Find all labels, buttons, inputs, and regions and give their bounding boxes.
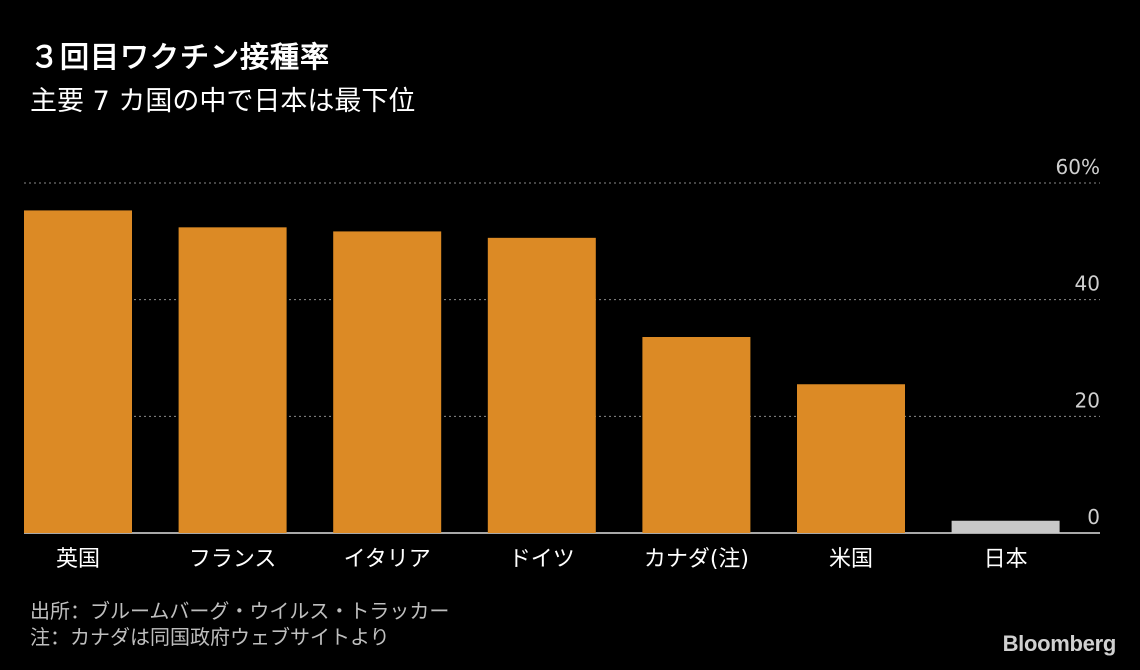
source-note: 出所：ブルームバーグ・ウイルス・トラッカー 注：カナダは同国政府ウェブサイトより [30, 598, 449, 650]
bar-3 [333, 231, 442, 533]
chart-subtitle: 主要 7 カ国の中で日本は最下位 [30, 86, 416, 117]
x-tick-label: ドイツ [509, 547, 575, 572]
bar-7 [951, 520, 1060, 533]
bar-1 [24, 210, 132, 533]
x-axis-labels: 英国 フランス イタリア ドイツ カナダ(注) 米国 日本 [56, 547, 1028, 572]
bar-2 [178, 227, 287, 534]
bar-4 [487, 237, 596, 534]
bar-chart: 0 20 40 60% 英国 フランス イタリア ドイツ カナダ(注) 米国 日本 [24, 155, 1100, 572]
y-tick-label: 60% [1056, 155, 1100, 179]
bar-6 [797, 384, 905, 533]
x-tick-label: 米国 [829, 547, 873, 572]
y-tick-label: 20 [1075, 388, 1100, 412]
bar-5 [642, 337, 751, 533]
x-tick-label: 英国 [56, 547, 100, 572]
y-tick-label: 40 [1075, 272, 1100, 296]
note-line: 注：カナダは同国政府ウェブサイトより [30, 625, 390, 649]
x-tick-label: カナダ(注) [644, 547, 749, 572]
source-line: 出所：ブルームバーグ・ウイルス・トラッカー [30, 599, 450, 623]
bars [24, 210, 1060, 534]
chart-title: ３回目ワクチン接種率 [30, 40, 331, 74]
bloomberg-logo: Bloomberg [1002, 631, 1117, 656]
y-axis-ticks: 0 20 40 60% [1056, 155, 1100, 529]
x-tick-label: 日本 [984, 547, 1028, 572]
y-tick-label: 0 [1087, 505, 1100, 529]
x-tick-label: フランス [189, 547, 277, 572]
x-tick-label: イタリア [344, 547, 431, 572]
